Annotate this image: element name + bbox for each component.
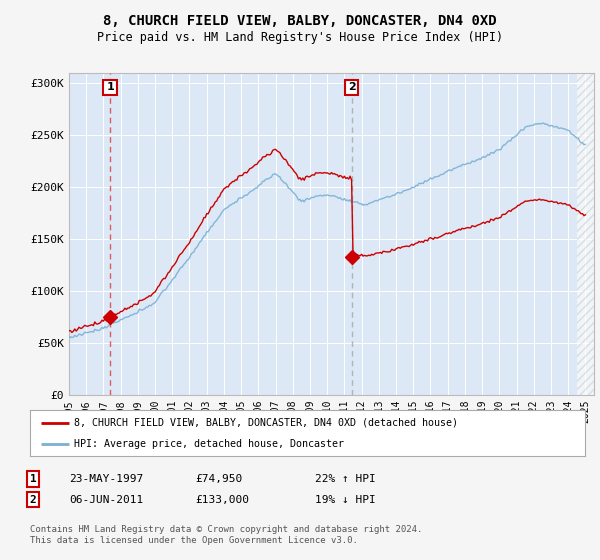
Text: 06-JUN-2011: 06-JUN-2011 bbox=[69, 494, 143, 505]
Text: £74,950: £74,950 bbox=[195, 474, 242, 484]
Text: 23-MAY-1997: 23-MAY-1997 bbox=[69, 474, 143, 484]
Text: 1: 1 bbox=[29, 474, 37, 484]
Text: HPI: Average price, detached house, Doncaster: HPI: Average price, detached house, Donc… bbox=[74, 439, 344, 449]
Text: 8, CHURCH FIELD VIEW, BALBY, DONCASTER, DN4 0XD (detached house): 8, CHURCH FIELD VIEW, BALBY, DONCASTER, … bbox=[74, 418, 458, 428]
Text: 1: 1 bbox=[106, 82, 114, 92]
Text: 2: 2 bbox=[348, 82, 356, 92]
Text: 19% ↓ HPI: 19% ↓ HPI bbox=[315, 494, 376, 505]
Bar bbox=[577, 73, 594, 395]
Text: 8, CHURCH FIELD VIEW, BALBY, DONCASTER, DN4 0XD: 8, CHURCH FIELD VIEW, BALBY, DONCASTER, … bbox=[103, 14, 497, 28]
Text: £133,000: £133,000 bbox=[195, 494, 249, 505]
Text: Price paid vs. HM Land Registry's House Price Index (HPI): Price paid vs. HM Land Registry's House … bbox=[97, 31, 503, 44]
Text: Contains HM Land Registry data © Crown copyright and database right 2024.
This d: Contains HM Land Registry data © Crown c… bbox=[30, 525, 422, 545]
Bar bbox=[577, 73, 594, 395]
Text: 2: 2 bbox=[29, 494, 37, 505]
Text: 22% ↑ HPI: 22% ↑ HPI bbox=[315, 474, 376, 484]
